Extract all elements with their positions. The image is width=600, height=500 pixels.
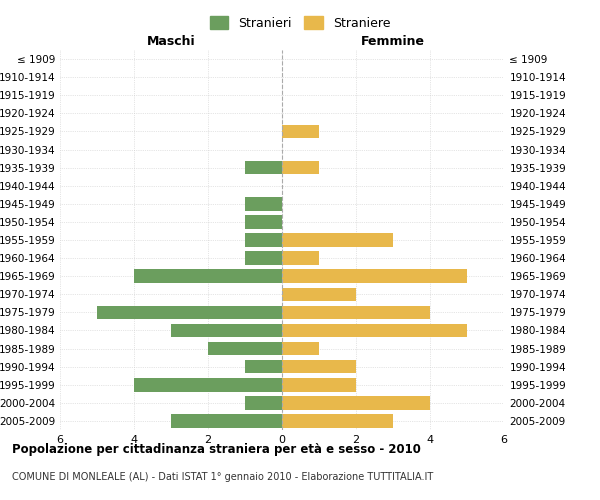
Text: COMUNE DI MONLEALE (AL) - Dati ISTAT 1° gennaio 2010 - Elaborazione TUTTITALIA.I: COMUNE DI MONLEALE (AL) - Dati ISTAT 1° … (12, 472, 433, 482)
Legend: Stranieri, Straniere: Stranieri, Straniere (205, 11, 395, 35)
Bar (282, 414, 393, 428)
Bar (282, 342, 319, 355)
Bar (134, 270, 282, 283)
Bar (282, 270, 467, 283)
Text: Femmine: Femmine (361, 35, 425, 48)
Bar (282, 288, 356, 301)
Bar (171, 414, 282, 428)
Bar (282, 378, 356, 392)
Bar (171, 324, 282, 338)
Bar (282, 306, 430, 319)
Bar (245, 233, 282, 247)
Bar (134, 378, 282, 392)
Bar (208, 342, 282, 355)
Bar (282, 324, 467, 338)
Bar (245, 215, 282, 228)
Text: Popolazione per cittadinanza straniera per età e sesso - 2010: Popolazione per cittadinanza straniera p… (12, 442, 421, 456)
Bar (97, 306, 282, 319)
Bar (282, 124, 319, 138)
Bar (282, 360, 356, 374)
Bar (282, 396, 430, 409)
Bar (245, 396, 282, 409)
Bar (245, 161, 282, 174)
Bar (282, 161, 319, 174)
Bar (282, 233, 393, 247)
Bar (282, 252, 319, 265)
Text: Maschi: Maschi (146, 35, 196, 48)
Bar (245, 197, 282, 210)
Bar (245, 252, 282, 265)
Bar (245, 360, 282, 374)
